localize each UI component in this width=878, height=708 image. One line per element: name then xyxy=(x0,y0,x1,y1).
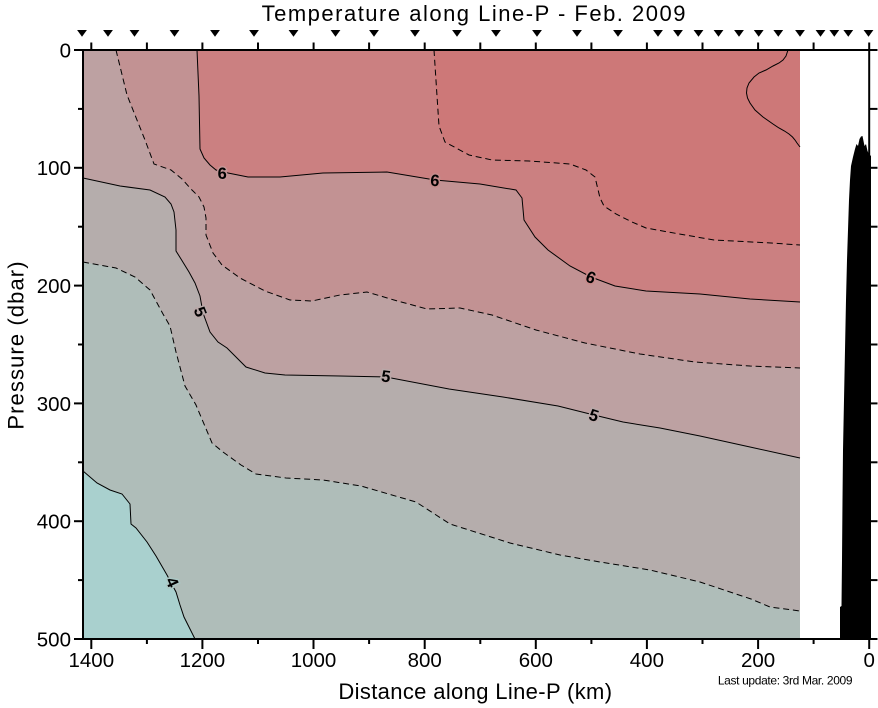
svg-text:1400: 1400 xyxy=(68,649,114,672)
svg-text:0: 0 xyxy=(60,39,71,62)
svg-text:200: 200 xyxy=(37,275,71,298)
svg-text:1000: 1000 xyxy=(291,649,337,672)
svg-text:200: 200 xyxy=(741,649,775,672)
svg-text:400: 400 xyxy=(37,511,71,534)
svg-text:6: 6 xyxy=(218,165,227,183)
svg-text:6: 6 xyxy=(430,172,441,191)
svg-text:Distance along Line-P (km): Distance along Line-P (km) xyxy=(338,679,612,704)
svg-text:100: 100 xyxy=(37,157,71,180)
svg-text:500: 500 xyxy=(37,628,71,651)
svg-text:400: 400 xyxy=(630,649,664,672)
svg-text:800: 800 xyxy=(408,649,442,672)
svg-text:5: 5 xyxy=(380,367,392,386)
svg-text:1200: 1200 xyxy=(180,649,226,672)
svg-text:Last update: 3rd Mar. 2009: Last update: 3rd Mar. 2009 xyxy=(718,674,853,688)
svg-text:0: 0 xyxy=(863,649,874,672)
svg-text:300: 300 xyxy=(37,393,71,416)
svg-text:600: 600 xyxy=(519,649,553,672)
svg-text:Pressure (dbar): Pressure (dbar) xyxy=(4,260,29,429)
svg-text:Temperature along Line-P - Feb: Temperature along Line-P - Feb. 2009 xyxy=(262,1,687,26)
